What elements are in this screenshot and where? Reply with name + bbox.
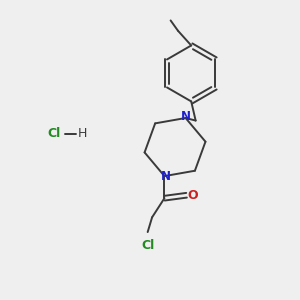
Text: Cl: Cl [48,127,61,140]
Text: N: N [161,169,171,183]
Text: N: N [181,110,190,123]
Text: H: H [78,127,87,140]
Text: Cl: Cl [141,239,154,252]
Text: O: O [187,189,198,202]
